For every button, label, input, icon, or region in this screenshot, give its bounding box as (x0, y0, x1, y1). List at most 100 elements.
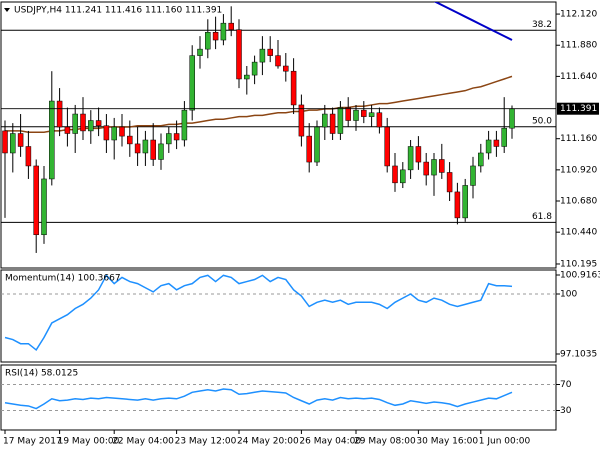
candle-body (423, 161, 429, 176)
y-tick-label: 111.640 (560, 72, 597, 82)
candle-body (509, 108, 515, 129)
y-tick-label: 110.680 (560, 197, 597, 207)
indicator-title: Momentum(14) 100.3667 (5, 274, 121, 284)
x-tick-label: 24 May 20:00 (237, 437, 299, 447)
candle-body (337, 107, 344, 134)
candle-body (72, 113, 78, 134)
candle-body (493, 139, 500, 147)
y-tick-label: 100 (560, 289, 577, 299)
panel-frame (0, 269, 557, 363)
candle-body (368, 112, 375, 117)
y-tick-label: 110.920 (560, 165, 597, 175)
last-price-label: 111.391 (560, 104, 597, 114)
candle-body (56, 100, 63, 128)
x-tick-label: 22 May 04:00 (112, 437, 174, 447)
candle-body (64, 126, 71, 134)
candle-body (197, 48, 203, 56)
candle-body (329, 113, 336, 134)
candle-body (119, 126, 125, 137)
candle-body (470, 165, 476, 186)
candle-body (259, 48, 266, 63)
chart-title: USDJPY,H4 111.241 111.416 111.160 111.39… (14, 6, 222, 16)
y-tick-label: 110.440 (560, 228, 597, 238)
candle-body (283, 65, 289, 72)
y-tick-label: 100.9163 (560, 271, 600, 281)
candle-body (298, 104, 305, 137)
candle-body (446, 172, 453, 193)
candle-body (392, 165, 398, 184)
candle-body (485, 139, 492, 154)
plot-area (1, 2, 556, 253)
candle-body (10, 133, 16, 154)
candle-body (2, 130, 8, 154)
candle-body (306, 135, 312, 163)
candle-body (400, 169, 406, 184)
candle-body (127, 135, 133, 145)
panel-frame (0, 1, 557, 269)
candle-body (25, 146, 32, 167)
candle-body (181, 109, 188, 141)
dropdown-icon (4, 8, 10, 12)
candle-body (142, 139, 149, 154)
candle-body (353, 109, 359, 121)
candle-body (454, 191, 461, 219)
last-price-box (557, 102, 599, 115)
candle-body (220, 22, 227, 41)
candle-body (41, 178, 47, 236)
x-tick-label: 23 May 12:00 (175, 437, 237, 447)
candle-body (88, 120, 94, 132)
candle-body (150, 139, 156, 160)
candle-body (134, 143, 141, 154)
y-tick-label: 97.1035 (560, 349, 597, 359)
y-tick-label: 111.160 (560, 134, 597, 144)
y-tick-label: 30 (560, 406, 572, 416)
candle-body (290, 70, 297, 106)
candle-body (314, 126, 320, 163)
candle-body (95, 120, 102, 126)
x-tick-label: 17 May 2017 (3, 437, 62, 447)
fibonacci-label: 38.2 (532, 20, 552, 30)
y-tick-label: 70 (560, 380, 572, 390)
candle-body (158, 143, 164, 160)
candle-body (212, 31, 219, 41)
moving-average (433, 2, 513, 41)
y-tick-label: 110.195 (560, 259, 597, 269)
indicator-line (4, 274, 513, 352)
candle-body (111, 126, 117, 141)
x-tick-label: 26 May 04:00 (299, 437, 361, 447)
candle-body (173, 133, 180, 141)
candle-body (462, 185, 468, 219)
candle-body (361, 109, 367, 117)
candle-body (244, 74, 250, 80)
candle-body (205, 31, 211, 50)
candle-body (439, 159, 445, 173)
y-tick-label: 112.120 (560, 10, 597, 20)
candle-body (228, 22, 234, 30)
candle-body (407, 146, 414, 171)
candle-body (236, 29, 242, 80)
x-tick-label: 19 May 00:00 (58, 437, 120, 447)
candle-body (431, 159, 437, 176)
indicator-title: RSI(14) 58.0125 (5, 369, 78, 379)
candle-body (49, 100, 55, 180)
candle-body (80, 113, 86, 132)
candle-body (415, 146, 422, 163)
plot-area (1, 384, 556, 411)
candle-body (267, 48, 273, 56)
candle-body (501, 127, 507, 147)
candle-body (345, 107, 351, 121)
x-tick-label: 1 Jun 00:00 (479, 437, 531, 447)
panel-frame (0, 364, 557, 431)
candle-body (478, 152, 484, 167)
y-tick-label: 111.880 (560, 41, 597, 51)
candle-body (376, 112, 383, 128)
candle-body (103, 125, 110, 141)
x-tick-label: 30 May 16:00 (416, 437, 478, 447)
indicator-line (4, 388, 513, 410)
fibonacci-label: 50.0 (532, 116, 552, 126)
fibonacci-label: 61.8 (532, 212, 552, 222)
candle-body (166, 133, 172, 145)
candle-body (189, 55, 195, 111)
